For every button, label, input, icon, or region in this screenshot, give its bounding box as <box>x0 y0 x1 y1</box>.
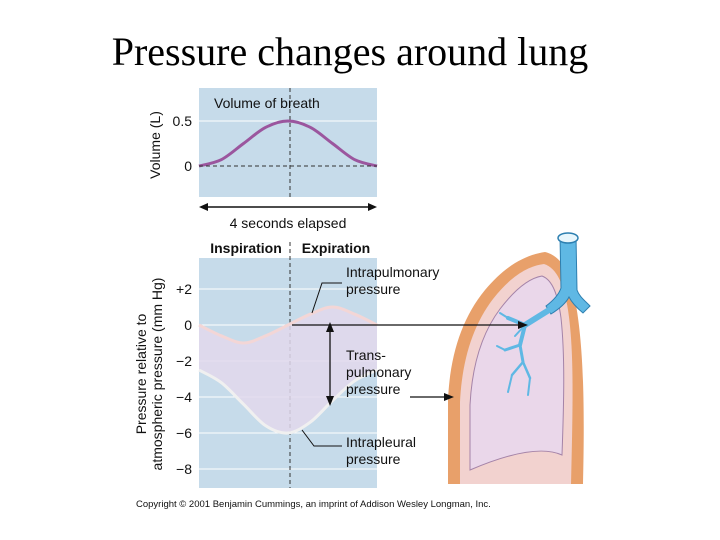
intrapleural-label-line2: pressure <box>346 451 401 467</box>
pressure-y-axis-label-line1: Pressure relative to <box>133 313 149 434</box>
time-arrow-right-head <box>368 203 377 211</box>
intrapulmonary-label-line2: pressure <box>346 281 401 297</box>
transpulmonary-label-line3: pressure <box>346 381 401 397</box>
volume-y-tick-label: 0.5 <box>173 113 193 129</box>
intrapulmonary-connector-head <box>518 321 528 329</box>
lung-illustration <box>448 232 591 484</box>
expiration-label: Expiration <box>302 240 370 256</box>
transpulmonary-label-line1: Trans- <box>346 347 386 363</box>
inspiration-label: Inspiration <box>210 240 282 256</box>
intrapulmonary-leader <box>311 282 342 314</box>
copyright-notice: Copyright © 2001 Benjamin Cummings, an i… <box>136 499 491 510</box>
trachea <box>545 235 591 315</box>
transpulmonary-arrow-top <box>326 322 334 332</box>
pressure-y-tick-label: +2 <box>176 281 192 297</box>
pressure-y-tick-label: 0 <box>184 317 192 333</box>
transpulmonary-region <box>199 307 377 434</box>
volume-y-tick-label: 0 <box>184 158 192 174</box>
volume-series-line <box>198 119 378 168</box>
intrapleural-label-line1: Intrapleural <box>346 434 416 450</box>
pressure-y-axis-label-line2: atmospheric pressure (mm Hg) <box>149 278 165 471</box>
pressure-y-tick-label: −6 <box>176 425 192 441</box>
volume-chart-title: Volume of breath <box>214 95 320 111</box>
volume-panel-bg <box>199 88 377 197</box>
time-elapsed-label: 4 seconds elapsed <box>230 215 347 231</box>
transpulmonary-arrow-bottom <box>326 396 334 406</box>
trachea-opening <box>557 232 579 244</box>
pressure-y-tick-label: −8 <box>176 461 192 477</box>
intrapulmonary-label-line1: Intrapulmonary <box>346 264 439 280</box>
volume-y-ticks: 0.50 <box>173 113 193 174</box>
volume-y-axis-label: Volume (L) <box>147 111 163 179</box>
intrapleural-series-line <box>198 368 378 435</box>
transpulmonary-label-line2: pulmonary <box>346 364 411 380</box>
pressure-y-tick-label: −4 <box>176 389 192 405</box>
page-title: Pressure changes around lung <box>111 29 589 74</box>
bronchial-tree <box>496 307 552 396</box>
pressure-y-ticks: +2 0 −2 −4 −6 −8 <box>176 281 192 477</box>
time-arrow-left-head <box>199 203 208 211</box>
intrapleural-connector-head <box>444 393 454 401</box>
intrapleural-leader <box>301 429 342 447</box>
intrapulmonary-series-line <box>198 305 378 345</box>
pressure-y-tick-label: −2 <box>176 353 192 369</box>
